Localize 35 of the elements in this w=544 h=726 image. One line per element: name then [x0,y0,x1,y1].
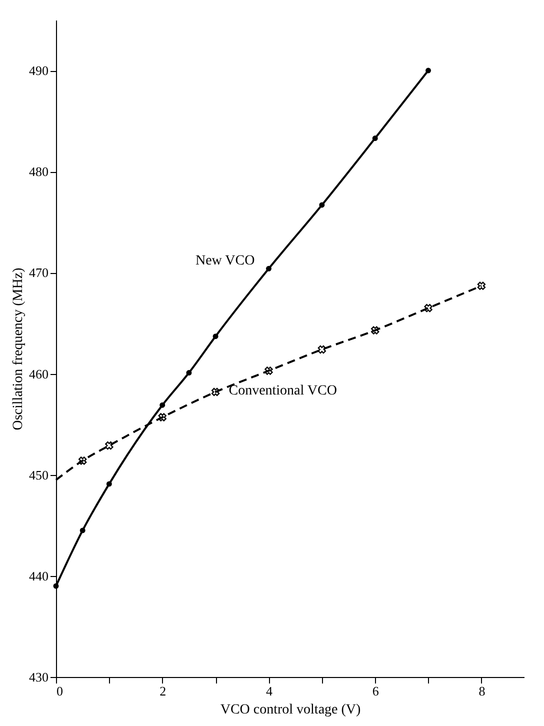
x-tick-label: 4 [266,684,273,698]
point [318,345,326,354]
series-label: New VCO [195,254,255,269]
point [160,402,166,408]
point [319,202,325,208]
point [424,304,432,312]
point [211,388,220,396]
x-tick-label: 0 [56,684,63,698]
point [186,370,192,376]
point [80,528,86,534]
point [372,136,378,141]
point [158,413,166,422]
x-tick-label: 2 [160,684,166,698]
y-tick-label: 480 [29,164,48,180]
point [105,441,114,450]
point [426,68,432,74]
point [212,334,218,340]
point [266,266,272,272]
x-axis-title: VCO control voltage (V) [220,702,362,718]
series-label: Conventional VCO [228,384,337,399]
point [78,456,87,465]
point [477,282,486,290]
point [53,583,59,589]
y-tick-label: 430 [29,670,48,684]
point [370,326,380,334]
x-tick-label: 6 [372,684,380,698]
point [264,366,273,375]
y-axis-title: Oscillation frequency (MHz) [11,267,26,430]
y-tick-label: 470 [29,265,48,280]
x-tick-label: 8 [478,684,486,698]
y-tick-label: 460 [29,366,48,382]
y-tick-label: 440 [29,568,48,584]
y-tick-label: 490 [29,63,48,78]
y-tick-label: 450 [29,467,48,482]
point [106,481,112,487]
